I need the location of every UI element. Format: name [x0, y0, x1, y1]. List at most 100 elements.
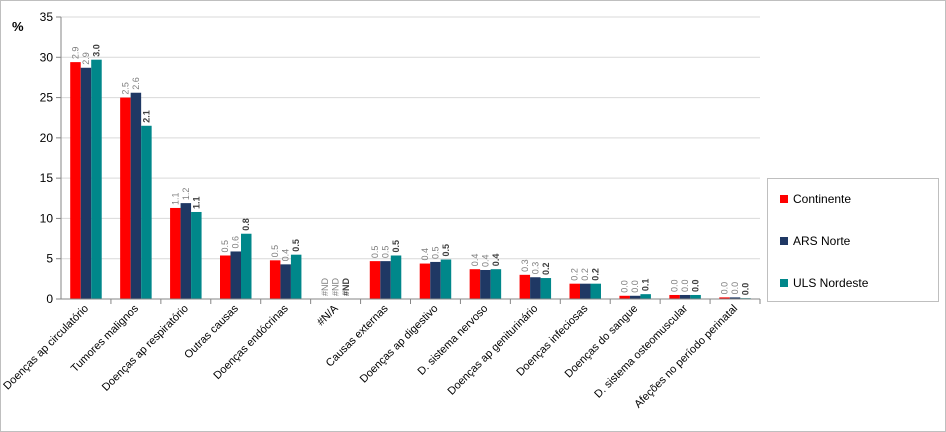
- bar: [629, 295, 641, 299]
- x-tick-label: D. sistema osteomuscular: [592, 302, 690, 400]
- data-label: 2.6: [131, 77, 141, 90]
- data-label: 0.4: [470, 254, 480, 267]
- data-label: 0.8: [241, 218, 251, 231]
- bar: [170, 207, 181, 299]
- bar: [580, 283, 591, 299]
- data-label: 0.6: [231, 236, 241, 249]
- y-tick-label: 30: [40, 50, 54, 64]
- bar: [91, 59, 102, 300]
- y-tick-label: 15: [40, 171, 54, 185]
- bar: [80, 67, 92, 299]
- bar: [540, 278, 552, 299]
- bar: [380, 261, 391, 299]
- data-label: 0.4: [420, 248, 430, 261]
- data-label: 0.0: [730, 282, 740, 295]
- legend-swatch-uls-nordeste: [780, 279, 788, 287]
- bar: [469, 269, 481, 299]
- data-label: 0.2: [541, 263, 551, 276]
- data-label: #ND: [341, 277, 351, 296]
- bar: [70, 62, 81, 300]
- legend-swatch-continente: [780, 195, 788, 203]
- bar: [640, 294, 651, 299]
- data-label: #ND: [331, 277, 341, 296]
- data-label: 0.5: [370, 246, 380, 259]
- data-label: 1.1: [191, 196, 201, 209]
- y-tick-label: 0: [46, 292, 53, 306]
- x-tick-label: Doenças ap geniturinário: [445, 303, 540, 398]
- bar: [590, 283, 601, 299]
- bar: [679, 294, 691, 299]
- data-label: 0.5: [291, 239, 301, 252]
- bar: [230, 251, 241, 299]
- data-label: 2.1: [141, 110, 151, 123]
- data-label: 0.4: [491, 254, 501, 267]
- legend-item-continente: Continente: [780, 191, 851, 207]
- x-tick-label: Doenças ap circulatório: [1, 303, 91, 393]
- data-label: 0.0: [691, 279, 701, 292]
- value-labels: 2.9 2.93.02.5 2.62.11.1 1.21.10.5 0.60.80.5 0…: [70, 44, 750, 296]
- legend-swatch-ars-norte: [780, 237, 788, 245]
- data-label: 2.9: [81, 52, 91, 65]
- data-label: 1.2: [181, 188, 191, 201]
- bar: [440, 259, 452, 299]
- bar: [419, 263, 431, 299]
- x-tick-label: Doenças ap respiratório: [100, 303, 191, 394]
- data-label: 0.5: [441, 244, 451, 257]
- data-label: 0.3: [530, 262, 540, 275]
- data-label: 0.2: [591, 268, 601, 281]
- y-tick-label: 25: [40, 91, 54, 105]
- bar: [290, 254, 302, 299]
- y-tick-label: 5: [46, 252, 53, 266]
- y-tick-label: 20: [40, 131, 54, 145]
- data-label: 0.2: [580, 268, 590, 281]
- gridlines: [61, 16, 760, 260]
- legend-label-ars-norte: ARS Norte: [793, 234, 851, 248]
- legend: Continente ARS Norte ULS Nordeste: [767, 178, 939, 302]
- data-label: 0.0: [620, 280, 630, 293]
- data-label: #ND: [320, 277, 330, 296]
- bar: [729, 297, 741, 299]
- bar: [669, 294, 680, 299]
- x-tick-label: Afeções no período perinatal: [632, 303, 740, 411]
- bar: [120, 97, 131, 299]
- bar: [390, 255, 402, 299]
- data-label: 0.4: [480, 254, 490, 267]
- bar: [480, 269, 491, 299]
- bar: [719, 297, 730, 299]
- data-label: 0.5: [381, 246, 391, 259]
- data-label: 3.0: [91, 44, 101, 57]
- bars: [70, 59, 751, 300]
- bar: [280, 264, 291, 299]
- y-axis-title: %: [12, 19, 24, 34]
- data-label: 0.5: [270, 245, 280, 258]
- y-tick-label: 35: [40, 10, 54, 24]
- data-label: 0.1: [641, 279, 651, 292]
- bar: [269, 260, 281, 299]
- data-label: 2.5: [120, 82, 130, 95]
- bar: [130, 92, 142, 299]
- data-label: 0.2: [570, 268, 580, 281]
- x-tick-label: #N/A: [315, 302, 341, 328]
- data-label: 0.5: [430, 246, 440, 259]
- data-label: 0.0: [670, 279, 680, 292]
- data-label: 0.4: [281, 249, 291, 262]
- bar: [241, 233, 252, 299]
- bar: [569, 283, 580, 299]
- legend-item-uls-nordeste: ULS Nordeste: [780, 275, 868, 291]
- data-label: 0.0: [630, 280, 640, 293]
- data-label: 2.9: [70, 47, 80, 60]
- data-label: 0.0: [741, 283, 751, 296]
- data-label: 0.0: [720, 282, 730, 295]
- data-label: 0.0: [680, 279, 690, 292]
- data-label: 0.5: [220, 240, 230, 253]
- bar: [530, 277, 541, 299]
- legend-item-ars-norte: ARS Norte: [780, 233, 850, 249]
- bar: [180, 203, 192, 299]
- y-axis-ticks: 0 5 10 15 20 25 30 35: [40, 10, 61, 306]
- bar: [369, 261, 381, 299]
- bar: [690, 294, 701, 299]
- legend-label-uls-nordeste: ULS Nordeste: [793, 276, 869, 290]
